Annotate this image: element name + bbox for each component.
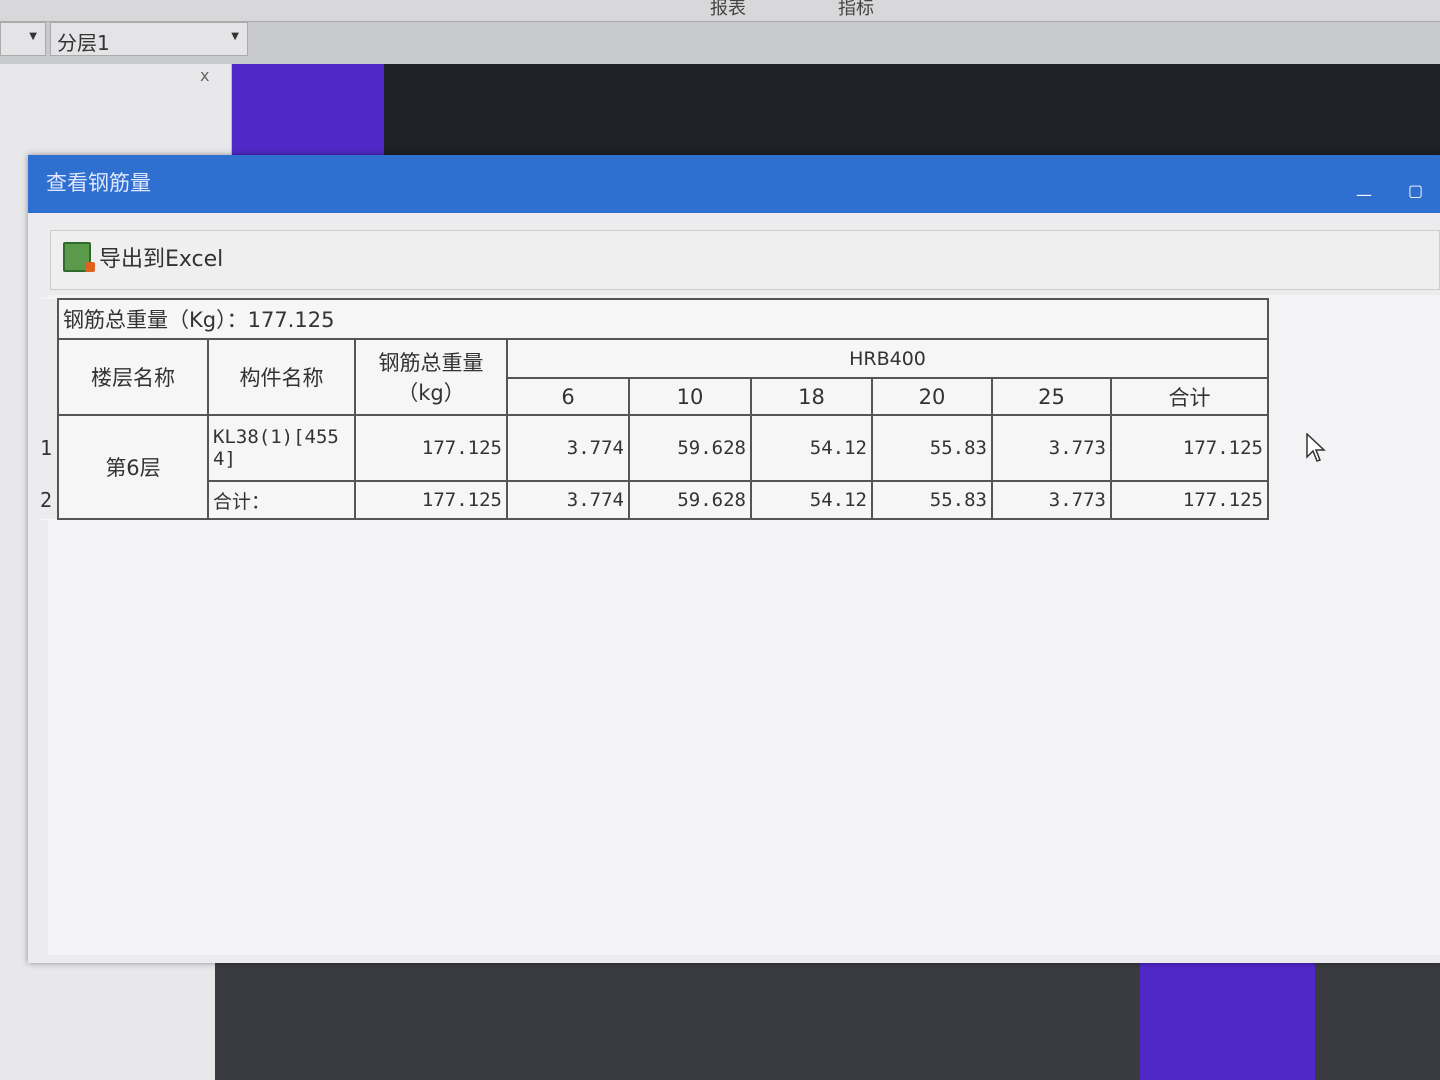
viewport-purple-block (232, 64, 384, 156)
table-row[interactable]: 2 合计： 177.125 3.774 59.628 54.12 55.83 3… (40, 480, 1269, 520)
header-total: 钢筋总重量 （kg） (354, 338, 508, 416)
viewport-purple-block (1140, 962, 1315, 1080)
chevron-down-icon: ▼ (29, 31, 37, 42)
rebar-dialog: 查看钢筋量 — ▢ 导出到Excel 钢筋总重量（Kg）：177.125 楼层名… (28, 155, 1440, 963)
top-menu: 报表 指标 (0, 0, 1440, 22)
minimize-icon[interactable]: — (1356, 185, 1372, 204)
value-cell: 55.83 (871, 414, 993, 482)
header-dia: 18 (750, 377, 873, 416)
header-floor: 楼层名称 (57, 338, 209, 416)
layer-dropdown-value: 分层1 (57, 31, 110, 55)
header-grade: HRB400 (506, 338, 1269, 379)
table-row[interactable]: 1 第6层 KL38(1)[4554] 177.125 3.774 59.628… (40, 414, 1269, 520)
header-component: 构件名称 (207, 338, 356, 416)
value-cell: 3.774 (506, 414, 630, 482)
header-dia: 6 (506, 377, 630, 416)
row-number: 2 (40, 481, 58, 519)
value-cell: 59.628 (628, 414, 752, 482)
mouse-cursor-icon (1306, 433, 1326, 462)
value-cell: 54.12 (750, 414, 873, 482)
header-dia: 10 (628, 377, 752, 416)
floor-dropdown[interactable]: ▼ (0, 22, 46, 56)
tab-index[interactable]: 指标 (838, 0, 874, 19)
dialog-title: 查看钢筋量 (46, 171, 151, 195)
header-total-unit: （kg） (397, 381, 465, 405)
total-cell: 177.125 (354, 414, 508, 482)
close-icon[interactable]: x (200, 66, 210, 85)
component-cell: KL38(1)[4554] (207, 414, 356, 482)
value-cell: 3.773 (991, 414, 1112, 482)
component-cell: 合计： (207, 480, 356, 520)
table-area: 钢筋总重量（Kg）：177.125 楼层名称 构件名称 钢筋总重量 （kg） HR… (40, 295, 1440, 955)
header-dia: 20 (871, 377, 993, 416)
tab-report[interactable]: 报表 (710, 0, 746, 19)
total-weight-summary: 钢筋总重量（Kg）：177.125 (57, 298, 1269, 340)
chevron-down-icon: ▼ (231, 31, 239, 42)
excel-icon (63, 242, 95, 272)
header-dia: 25 (991, 377, 1112, 416)
maximize-icon[interactable]: ▢ (1408, 181, 1424, 200)
total-cell: 177.125 (354, 480, 508, 520)
row-number: 1 (40, 415, 58, 481)
header-sum: 合计 (1110, 377, 1269, 416)
dialog-toolbar: 导出到Excel (50, 230, 1440, 290)
value-cell: 55.83 (871, 480, 993, 520)
value-cell: 3.774 (506, 480, 630, 520)
export-excel-button[interactable]: 导出到Excel (63, 241, 223, 273)
value-cell: 59.628 (628, 480, 752, 520)
value-cell: 3.773 (991, 480, 1112, 520)
value-cell: 54.12 (750, 480, 873, 520)
header-total-label: 钢筋总重量 (378, 351, 484, 375)
layer-dropdown[interactable]: 分层1 ▼ (50, 22, 248, 56)
viewport-canvas[interactable] (384, 64, 1440, 156)
floor-cell: 第6层 (57, 414, 209, 520)
sum-cell: 177.125 (1110, 480, 1269, 520)
sum-cell: 177.125 (1110, 414, 1269, 482)
export-label: 导出到Excel (99, 247, 224, 272)
rebar-table: 钢筋总重量（Kg）：177.125 楼层名称 构件名称 钢筋总重量 （kg） HR… (40, 298, 1269, 520)
dialog-titlebar[interactable]: 查看钢筋量 — ▢ (28, 155, 1440, 213)
